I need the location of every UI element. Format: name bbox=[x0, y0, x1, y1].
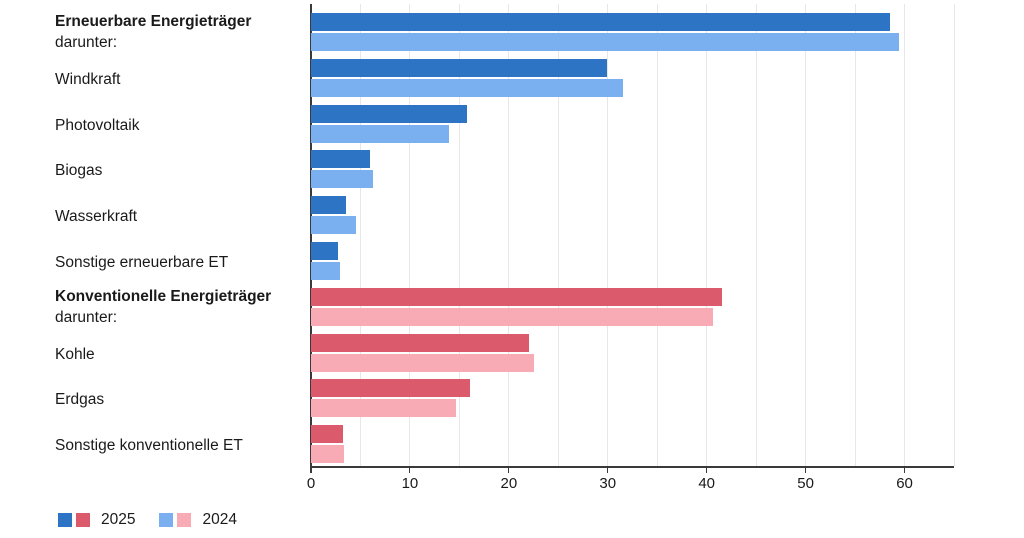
bar-2024-konventionelle-energietr-ger bbox=[311, 308, 713, 326]
bar-2024-wasserkraft bbox=[311, 216, 356, 234]
category-label-photovoltaik: Photovoltaik bbox=[55, 117, 140, 134]
category-label-erdgas: Erdgas bbox=[55, 391, 105, 408]
x-tick-50 bbox=[804, 467, 807, 473]
bar-2024-photovoltaik bbox=[311, 125, 449, 143]
legend-swatch-2025-0 bbox=[58, 513, 72, 527]
category-sublabel-text: darunter: bbox=[55, 34, 118, 51]
category-label-erneuerbare-energietr-ger: Erneuerbare Energieträger darunter: bbox=[55, 11, 251, 53]
bar-2024-sonstige-konventionelle-et bbox=[311, 445, 344, 463]
gridline-10 bbox=[409, 4, 411, 466]
y-axis-line bbox=[310, 4, 312, 467]
category-label-text: Konventionelle Energieträger bbox=[55, 288, 272, 305]
gridline-35 bbox=[656, 4, 658, 466]
gridline-50 bbox=[805, 4, 807, 466]
legend-swatch-2024-1 bbox=[177, 513, 192, 527]
x-tick-label-40: 40 bbox=[698, 475, 716, 492]
category-label-text: Erneuerbare Energieträger bbox=[55, 13, 252, 30]
bar-2025-sonstige-konventionelle-et bbox=[311, 425, 343, 443]
gridline-30 bbox=[607, 4, 609, 466]
category-sublabel-text: darunter: bbox=[55, 309, 118, 326]
x-tick-label-30: 30 bbox=[599, 475, 617, 492]
legend-swatch-2024-0 bbox=[159, 513, 174, 527]
bar-2024-windkraft bbox=[311, 79, 623, 97]
gridline-20 bbox=[508, 4, 510, 466]
x-tick-label-50: 50 bbox=[797, 475, 814, 492]
legend-label-2024: 2024 bbox=[202, 511, 237, 528]
x-tick-60 bbox=[903, 467, 906, 473]
gridline-40 bbox=[706, 4, 708, 466]
x-tick-0 bbox=[310, 467, 312, 473]
bar-2024-sonstige-erneuerbare-et bbox=[311, 262, 340, 280]
legend-item-2024: 2024 bbox=[159, 511, 237, 529]
x-tick-label-10: 10 bbox=[401, 475, 419, 492]
gridline-65 bbox=[953, 4, 955, 466]
category-label-biogas: Biogas bbox=[55, 162, 103, 179]
legend: 2025 2024 bbox=[58, 511, 237, 529]
bar-2025-photovoltaik bbox=[311, 105, 467, 123]
bar-2024-biogas bbox=[311, 170, 373, 188]
category-label-windkraft: Windkraft bbox=[55, 71, 121, 88]
gridline-5 bbox=[359, 4, 361, 466]
x-tick-10 bbox=[408, 467, 411, 473]
gridline-55 bbox=[854, 4, 856, 466]
bar-2024-erneuerbare-energietr-ger bbox=[311, 33, 899, 51]
x-tick-40 bbox=[705, 467, 708, 473]
x-axis-line bbox=[310, 466, 954, 468]
gridline-25 bbox=[557, 4, 559, 466]
gridline-45 bbox=[755, 4, 757, 466]
legend-item-2025: 2025 bbox=[58, 511, 135, 529]
x-tick-label-0: 0 bbox=[306, 475, 316, 492]
bar-2025-konventionelle-energietr-ger bbox=[311, 288, 722, 306]
x-tick-label-60: 60 bbox=[896, 475, 913, 492]
category-label-kohle: Kohle bbox=[55, 346, 95, 363]
bar-2025-windkraft bbox=[311, 59, 607, 77]
gridline-15 bbox=[458, 4, 460, 466]
legend-label-2025: 2025 bbox=[101, 511, 136, 528]
bar-2024-erdgas bbox=[311, 399, 456, 417]
category-label-sonstige-konventionelle-et: Sonstige konventionelle ET bbox=[55, 437, 243, 454]
x-tick-20 bbox=[507, 467, 510, 473]
bar-2024-kohle bbox=[311, 354, 534, 372]
gridline-60 bbox=[904, 4, 906, 466]
bar-2025-biogas bbox=[311, 150, 370, 168]
category-label-sonstige-erneuerbare-et: Sonstige erneuerbare ET bbox=[55, 254, 229, 271]
category-label-konventionelle-energietr-ger: Konventionelle Energieträger darunter: bbox=[55, 286, 271, 328]
category-label-wasserkraft: Wasserkraft bbox=[55, 208, 138, 225]
x-tick-30 bbox=[606, 467, 609, 473]
legend-swatch-2025-1 bbox=[76, 513, 90, 527]
bar-2025-kohle bbox=[311, 334, 529, 352]
bar-2025-wasserkraft bbox=[311, 196, 346, 214]
bar-2025-erdgas bbox=[311, 379, 470, 397]
bar-2025-erneuerbare-energietr-ger bbox=[311, 13, 890, 31]
bar-2025-sonstige-erneuerbare-et bbox=[311, 242, 338, 260]
x-tick-label-20: 20 bbox=[500, 475, 518, 492]
